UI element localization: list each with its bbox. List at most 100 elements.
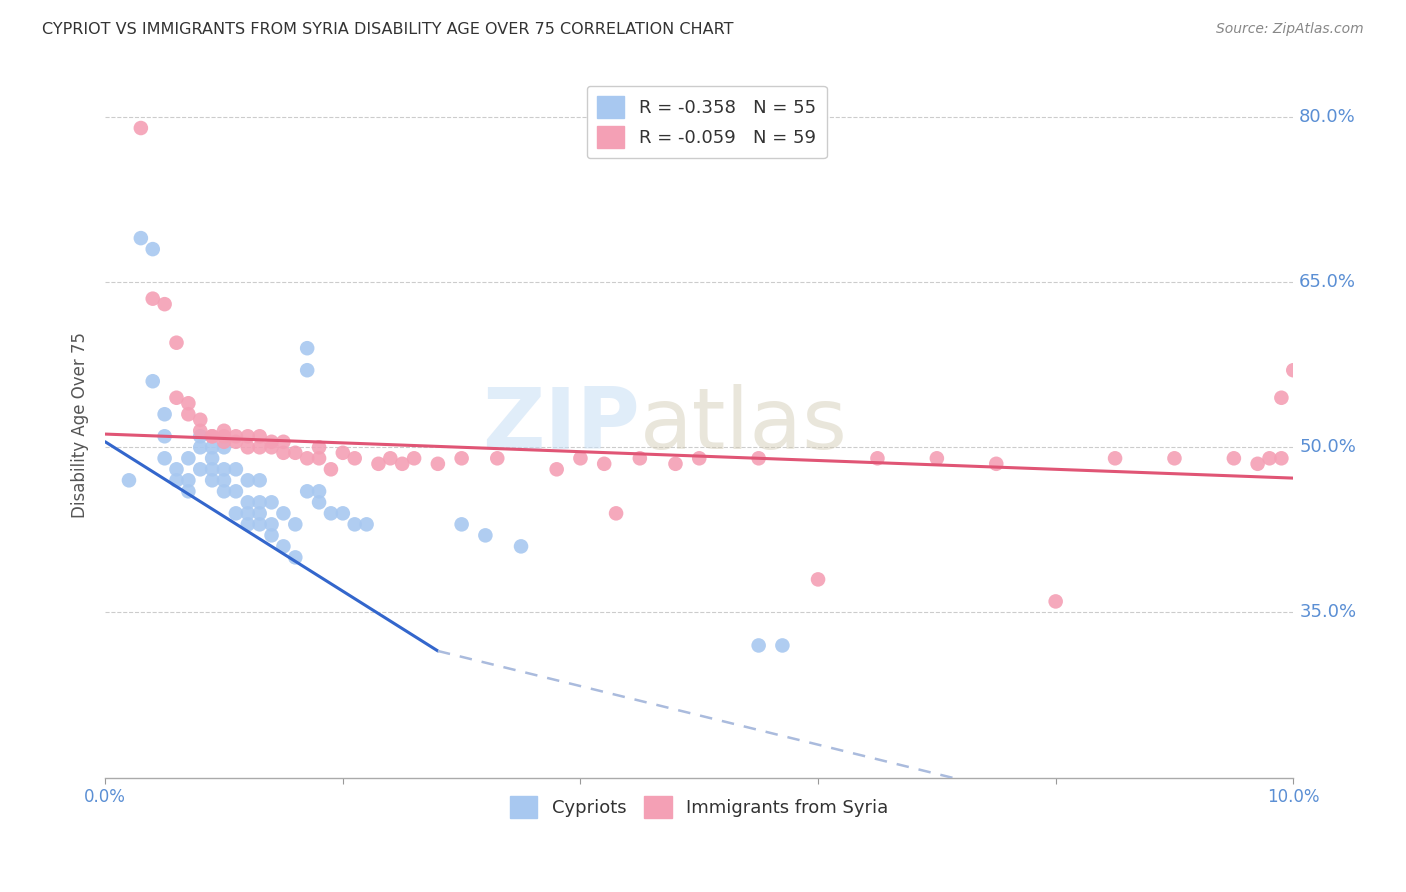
Point	[142, 292, 165, 306]
Point	[201, 462, 224, 476]
Point	[807, 573, 830, 587]
Point	[986, 457, 1008, 471]
Point	[177, 396, 200, 410]
Point	[770, 639, 793, 653]
Point	[332, 506, 354, 520]
Point	[153, 297, 176, 311]
Point	[308, 495, 330, 509]
Point	[273, 434, 295, 449]
Point	[308, 440, 330, 454]
Point	[236, 495, 259, 509]
Point	[1104, 451, 1126, 466]
Point	[153, 451, 176, 466]
Point	[273, 540, 295, 554]
Legend: Cypriots, Immigrants from Syria: Cypriots, Immigrants from Syria	[503, 789, 896, 825]
Point	[249, 517, 271, 532]
Point	[260, 517, 283, 532]
Point	[1223, 451, 1246, 466]
Point	[569, 451, 592, 466]
Point	[628, 451, 651, 466]
Point	[225, 429, 247, 443]
Point	[1246, 457, 1268, 471]
Point	[295, 363, 318, 377]
Point	[225, 484, 247, 499]
Point	[166, 391, 188, 405]
Point	[188, 424, 211, 438]
Point	[201, 429, 224, 443]
Point	[273, 446, 295, 460]
Point	[546, 462, 568, 476]
Point	[295, 341, 318, 355]
Text: atlas: atlas	[640, 384, 848, 467]
Point	[356, 517, 378, 532]
Point	[343, 451, 366, 466]
Point	[295, 451, 318, 466]
Point	[284, 517, 307, 532]
Point	[450, 451, 472, 466]
Point	[308, 484, 330, 499]
Point	[486, 451, 509, 466]
Point	[748, 451, 770, 466]
Point	[129, 231, 152, 245]
Point	[236, 506, 259, 520]
Point	[404, 451, 426, 466]
Point	[308, 451, 330, 466]
Point	[188, 413, 211, 427]
Point	[201, 440, 224, 454]
Point	[177, 484, 200, 499]
Point	[212, 440, 235, 454]
Point	[212, 434, 235, 449]
Text: Source: ZipAtlas.com: Source: ZipAtlas.com	[1216, 22, 1364, 37]
Point	[450, 517, 472, 532]
Point	[748, 639, 770, 653]
Point	[343, 517, 366, 532]
Text: 80.0%: 80.0%	[1299, 108, 1355, 126]
Point	[153, 407, 176, 421]
Point	[129, 121, 152, 136]
Y-axis label: Disability Age Over 75: Disability Age Over 75	[72, 333, 89, 518]
Point	[474, 528, 496, 542]
Point	[153, 429, 176, 443]
Point	[319, 506, 342, 520]
Point	[866, 451, 889, 466]
Point	[201, 451, 224, 466]
Point	[284, 446, 307, 460]
Point	[236, 517, 259, 532]
Point	[201, 473, 224, 487]
Point	[319, 462, 342, 476]
Point	[510, 540, 533, 554]
Point	[1258, 451, 1281, 466]
Text: CYPRIOT VS IMMIGRANTS FROM SYRIA DISABILITY AGE OVER 75 CORRELATION CHART: CYPRIOT VS IMMIGRANTS FROM SYRIA DISABIL…	[42, 22, 734, 37]
Point	[188, 429, 211, 443]
Point	[201, 429, 224, 443]
Point	[249, 429, 271, 443]
Point	[688, 451, 710, 466]
Point	[188, 440, 211, 454]
Point	[225, 462, 247, 476]
Point	[225, 434, 247, 449]
Point	[212, 424, 235, 438]
Point	[118, 473, 141, 487]
Text: 50.0%: 50.0%	[1299, 438, 1357, 457]
Point	[236, 429, 259, 443]
Point	[332, 446, 354, 460]
Point	[166, 462, 188, 476]
Point	[225, 506, 247, 520]
Point	[188, 462, 211, 476]
Point	[212, 484, 235, 499]
Point	[605, 506, 627, 520]
Point	[212, 473, 235, 487]
Point	[380, 451, 402, 466]
Point	[142, 374, 165, 388]
Point	[236, 473, 259, 487]
Point	[260, 495, 283, 509]
Point	[1270, 451, 1292, 466]
Point	[249, 506, 271, 520]
Point	[177, 407, 200, 421]
Point	[426, 457, 449, 471]
Point	[925, 451, 948, 466]
Point	[166, 473, 188, 487]
Text: 35.0%: 35.0%	[1299, 603, 1357, 622]
Point	[1163, 451, 1185, 466]
Point	[284, 550, 307, 565]
